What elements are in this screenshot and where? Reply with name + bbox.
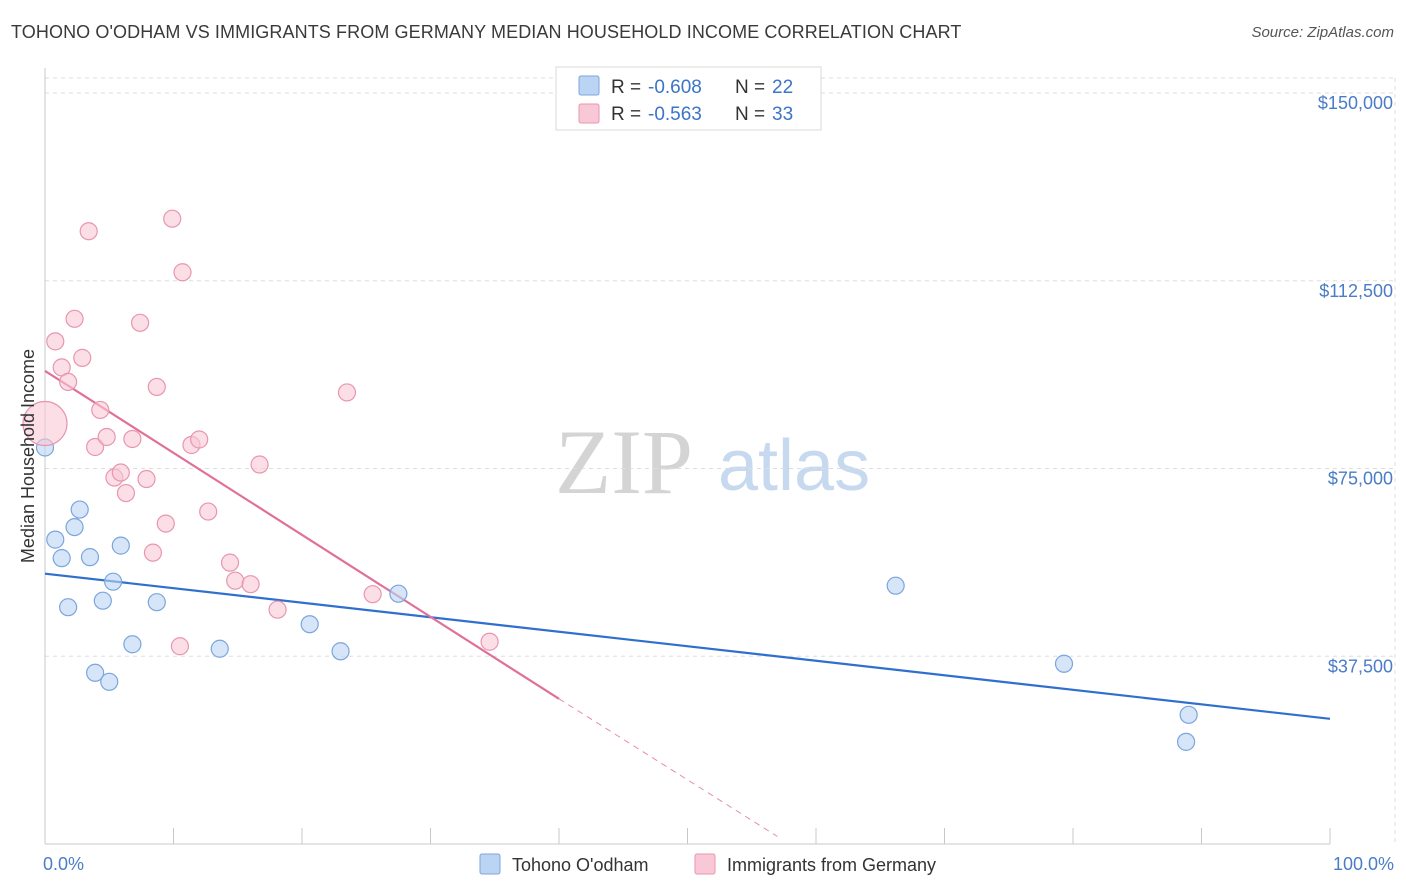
point-germany-23 xyxy=(190,430,209,449)
series-label-tohono: Tohono O'odham xyxy=(512,855,649,875)
point-germany-28 xyxy=(250,455,269,474)
legend-n-label-pink: N = xyxy=(735,104,765,125)
x-tick-label-min: 0.0% xyxy=(43,854,84,874)
y-tick-label-1: $75,000 xyxy=(1328,469,1393,489)
point-germany-5 xyxy=(73,348,92,367)
watermark-zip: ZIP xyxy=(555,411,693,513)
point-germany-12 xyxy=(116,483,136,503)
legend-r-value-blue: -0.608 xyxy=(648,77,702,98)
data-points xyxy=(22,209,1198,751)
legend-n-value-pink: 33 xyxy=(772,104,793,125)
point-tohono-21 xyxy=(1176,732,1196,751)
point-tohono-19 xyxy=(1054,654,1074,673)
point-germany-3 xyxy=(59,372,78,392)
point-germany-13 xyxy=(123,429,142,449)
watermark-atlas: atlas xyxy=(718,426,870,506)
point-germany-4 xyxy=(65,309,84,328)
series-swatch-tohono xyxy=(479,853,501,875)
point-tohono-7 xyxy=(86,663,105,682)
point-tohono-20 xyxy=(1179,705,1198,724)
point-tohono-3 xyxy=(59,598,78,617)
point-germany-20 xyxy=(170,637,190,656)
point-germany-29 xyxy=(268,600,287,619)
series-swatch-germany xyxy=(694,853,716,875)
watermark: ZIP atlas xyxy=(555,411,870,513)
point-germany-17 xyxy=(147,377,166,397)
point-tohono-10 xyxy=(104,572,123,591)
point-germany-15 xyxy=(137,469,156,489)
point-tohono-13 xyxy=(147,593,166,612)
point-germany-26 xyxy=(226,571,245,590)
point-germany-32 xyxy=(480,632,499,651)
legend-n-value-blue: 22 xyxy=(772,77,793,98)
y-tick-label-0: $37,500 xyxy=(1328,656,1393,676)
point-germany-24 xyxy=(199,502,218,521)
chart-title: TOHONO O'ODHAM VS IMMIGRANTS FROM GERMAN… xyxy=(11,22,962,42)
correlation-legend: R = -0.608 N = 22 R = -0.563 N = 33 xyxy=(555,66,822,131)
legend-r-label-pink: R = xyxy=(611,104,641,125)
series-legend: Tohono O'odham Immigrants from Germany xyxy=(479,853,936,875)
legend-swatch-blue xyxy=(578,75,600,96)
point-tohono-2 xyxy=(52,549,71,568)
source-label: Source: ZipAtlas.com xyxy=(1251,24,1394,41)
x-tick-labels: 0.0% 100.0% xyxy=(43,854,1394,874)
point-germany-6 xyxy=(79,222,98,241)
y-tick-label-3: $150,000 xyxy=(1318,93,1393,113)
point-germany-18 xyxy=(156,514,175,533)
series-label-germany: Immigrants from Germany xyxy=(727,855,936,875)
point-germany-31 xyxy=(363,585,382,604)
point-tohono-1 xyxy=(46,530,65,549)
legend-r-value-pink: -0.563 xyxy=(648,104,702,125)
point-germany-0 xyxy=(22,400,68,447)
point-tohono-18 xyxy=(886,576,905,595)
point-germany-19 xyxy=(163,209,182,228)
legend-box xyxy=(555,66,822,131)
point-germany-9 xyxy=(97,427,116,447)
y-tick-label-2: $112,500 xyxy=(1319,281,1393,301)
point-tohono-15 xyxy=(300,615,319,634)
trend-line-0 xyxy=(44,572,1331,720)
point-tohono-9 xyxy=(100,672,119,691)
point-tohono-11 xyxy=(111,536,130,555)
point-tohono-4 xyxy=(65,517,84,537)
legend-swatch-pink xyxy=(578,103,600,124)
point-tohono-8 xyxy=(93,591,112,610)
point-tohono-17 xyxy=(389,584,408,603)
point-germany-8 xyxy=(91,400,110,420)
point-tohono-14 xyxy=(210,639,229,658)
point-germany-27 xyxy=(241,575,260,594)
point-tohono-12 xyxy=(123,635,142,654)
point-germany-14 xyxy=(130,313,150,332)
point-tohono-16 xyxy=(331,642,350,661)
trend-line-ext-1 xyxy=(558,698,778,837)
point-germany-11 xyxy=(111,463,130,482)
point-germany-16 xyxy=(143,543,163,562)
trend-line-1 xyxy=(44,369,560,700)
point-germany-30 xyxy=(337,383,357,402)
trend-lines xyxy=(44,369,1331,837)
y-tick-labels: $37,500 $75,000 $112,500 $150,000 xyxy=(1318,93,1393,676)
y-axis-title: Median Household Income xyxy=(18,349,38,563)
legend-r-label-blue: R = xyxy=(611,77,641,98)
legend-n-label-blue: N = xyxy=(735,77,765,98)
point-germany-7 xyxy=(86,437,105,457)
x-tick-label-max: 100.0% xyxy=(1333,854,1394,874)
point-germany-21 xyxy=(173,263,192,282)
point-tohono-5 xyxy=(70,500,89,519)
point-tohono-6 xyxy=(80,548,100,567)
point-germany-1 xyxy=(46,332,65,351)
point-germany-25 xyxy=(220,553,240,572)
